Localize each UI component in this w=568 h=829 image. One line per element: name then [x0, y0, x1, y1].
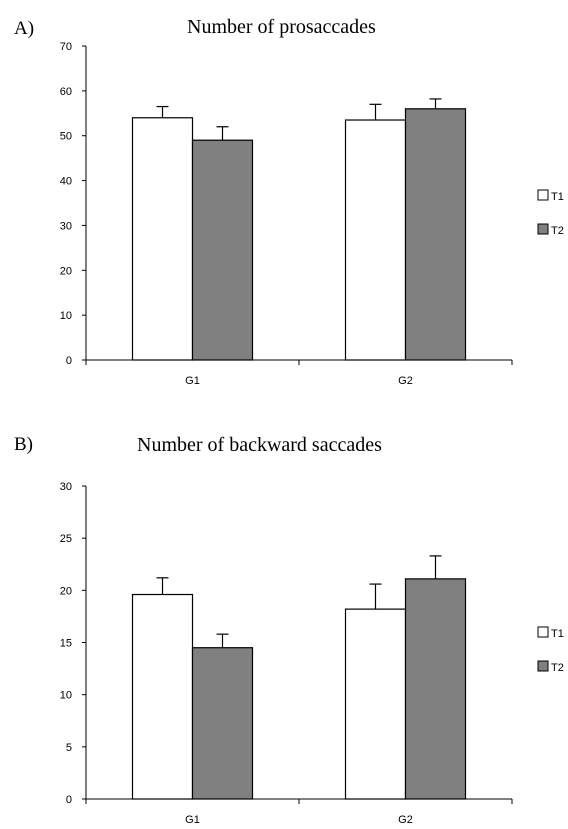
bar-t1-g2: [344, 608, 407, 800]
legend-swatch-t2: [537, 223, 549, 235]
y-tick-label: 10: [60, 690, 72, 702]
x-tick-label: G1: [185, 814, 200, 826]
chart-title: Number of prosaccades: [187, 16, 376, 38]
x-tick-label: G2: [398, 375, 413, 387]
chart-panel-a: A) Number of prosaccades 0 10 20 30 40 50 60 70…: [0, 0, 568, 400]
chart-panel-b: B) Number of backward saccades 0 5 10 15 20 2…: [0, 420, 568, 829]
y-tick-label: 70: [60, 41, 72, 53]
y-tick-label: 30: [60, 220, 72, 232]
x-tick-label: G1: [185, 375, 200, 387]
bar-t2-g2: [404, 578, 467, 800]
bar-chart-prosaccades: 0 10 20 30 40 50 60 70 G1 G2 T1 T2: [60, 41, 564, 387]
bar-t1-g1: [131, 117, 194, 361]
panel-label: B): [14, 434, 33, 455]
panel-label: A): [14, 18, 35, 39]
bar-t1-g1: [131, 593, 194, 800]
y-tick-label: 20: [60, 265, 72, 277]
y-tick-label: 0: [66, 794, 72, 806]
y-tick-label: 15: [60, 638, 72, 650]
legend-label-t2: T2: [551, 662, 564, 674]
legend-label-t2: T2: [551, 225, 564, 237]
y-tick-label: 0: [66, 355, 72, 367]
bar-t2-g2: [404, 108, 467, 361]
y-tick-label: 50: [60, 131, 72, 143]
y-tick-label: 25: [60, 533, 72, 545]
y-tick-label: 40: [60, 176, 72, 188]
y-tick-label: 30: [60, 481, 72, 493]
legend-swatch-t2: [537, 660, 549, 672]
legend-label-t1: T1: [551, 191, 564, 203]
bar-t1-g2: [344, 119, 407, 361]
y-tick-label: 10: [60, 310, 72, 322]
bar-t2-g1: [191, 139, 254, 361]
y-tick-label: 5: [66, 742, 72, 754]
y-tick-label: 20: [60, 585, 72, 597]
legend-swatch-t1: [537, 189, 549, 201]
x-tick-label: G2: [398, 814, 413, 826]
legend-swatch-t1: [537, 626, 549, 638]
chart-title: Number of backward saccades: [137, 434, 382, 456]
bar-chart-backward-saccades: 0 5 10 15 20 25 30 G1 G2 T1 T2: [60, 481, 564, 826]
bar-t2-g1: [191, 647, 254, 800]
legend-label-t1: T1: [551, 628, 564, 640]
y-tick-label: 60: [60, 86, 72, 98]
